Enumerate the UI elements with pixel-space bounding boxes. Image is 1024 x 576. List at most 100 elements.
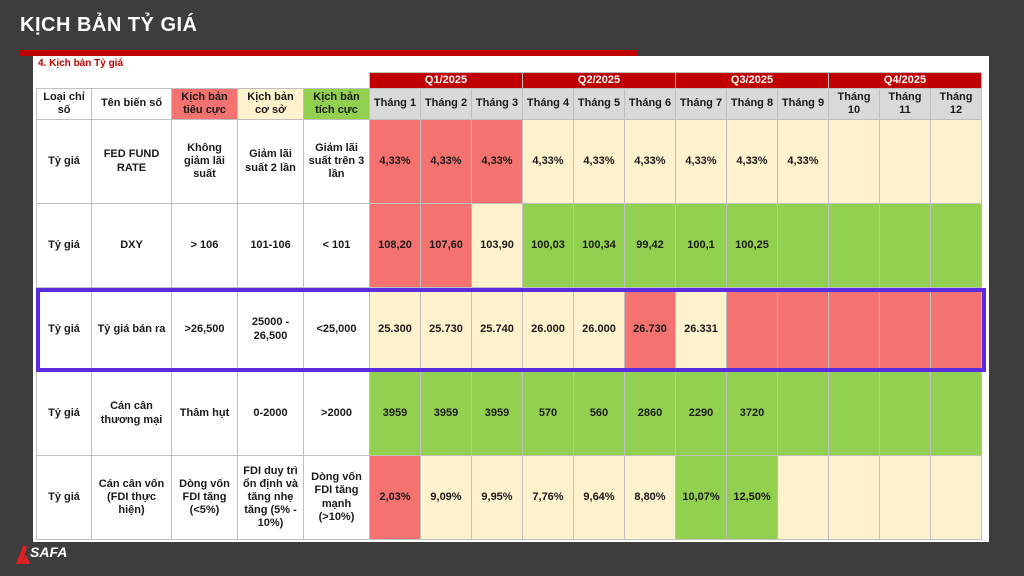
month-value-cell: 2290 [675,371,727,456]
month-value-cell: 100,34 [573,203,625,288]
header-month: Tháng 11 [879,88,931,120]
row-type-cell: Tỷ giá [36,455,92,540]
month-value-cell: 4,33% [675,119,727,204]
safa-logo [16,546,30,564]
month-value-cell: 25.740 [471,287,523,372]
month-value-cell: 4,33% [420,119,472,204]
blank-corner [36,72,370,89]
month-value-cell [828,371,880,456]
row-base-cell: 101-106 [237,203,304,288]
month-value-cell: 108,20 [369,203,421,288]
month-value-cell: 12,50% [726,455,778,540]
row-variable-cell: Tỷ giá bán ra [91,287,172,372]
row-base-cell: 0-2000 [237,371,304,456]
header-month: Tháng 2 [420,88,472,120]
month-value-cell: 2860 [624,371,676,456]
month-value-cell [879,455,931,540]
quarter-header: Q4/2025 [828,72,982,89]
month-value-cell: 25.300 [369,287,421,372]
month-value-cell [777,203,829,288]
month-value-cell [828,203,880,288]
title-underline [20,50,638,56]
row-type-cell: Tỷ giá [36,119,92,204]
row-type-cell: Tỷ giá [36,371,92,456]
month-value-cell: 26.730 [624,287,676,372]
month-value-cell: 3959 [369,371,421,456]
header-month: Tháng 6 [624,88,676,120]
row-positive-cell: < 101 [303,203,370,288]
month-value-cell: 25.730 [420,287,472,372]
month-value-cell: 7,76% [522,455,574,540]
month-value-cell: 570 [522,371,574,456]
header-negative-scenario: Kịch bản tiêu cực [171,88,238,120]
row-variable-cell: Cán cân thương mại [91,371,172,456]
header-month: Tháng 9 [777,88,829,120]
header-month: Tháng 4 [522,88,574,120]
month-value-cell [930,455,982,540]
row-negative-cell: Dòng vốn FDI tăng (<5%) [171,455,238,540]
quarter-header: Q3/2025 [675,72,829,89]
month-value-cell: 4,33% [573,119,625,204]
month-value-cell: 3959 [471,371,523,456]
table-row: Tỷ giá FED FUND RATE Không giảm lãi suất Gi… [36,119,982,204]
month-value-cell [930,119,982,204]
row-type-cell: Tỷ giá [36,287,92,372]
row-positive-cell: >2000 [303,371,370,456]
row-variable-cell: DXY [91,203,172,288]
row-positive-cell: Dòng vốn FDI tăng mạnh (>10%) [303,455,370,540]
slide-title: KỊCH BẢN TỶ GIÁ [20,14,198,36]
month-value-cell: 26.331 [675,287,727,372]
month-value-cell: 9,64% [573,455,625,540]
header-month: Tháng 12 [930,88,982,120]
table-row: Tỷ giá Tỷ giá bán ra >26,500 25000 - 26,500… [36,287,982,372]
month-value-cell: 3959 [420,371,472,456]
month-value-cell: 9,95% [471,455,523,540]
month-value-cell [828,119,880,204]
scenario-table: Q1/2025 Q2/2025 Q3/2025 Q4/2025 Loại chỉ… [36,72,982,540]
month-value-cell [930,287,982,372]
month-value-cell: 8,80% [624,455,676,540]
month-value-cell [879,371,931,456]
section-label: 4. Kịch bản Tỷ giá [38,58,124,69]
month-value-cell [777,287,829,372]
row-base-cell: 25000 - 26,500 [237,287,304,372]
month-value-cell: 4,33% [522,119,574,204]
row-variable-cell: Cán cân vốn (FDI thực hiện) [91,455,172,540]
quarter-header: Q2/2025 [522,72,676,89]
header-month: Tháng 1 [369,88,421,120]
header-month: Tháng 5 [573,88,625,120]
month-value-cell [777,371,829,456]
row-variable-cell: FED FUND RATE [91,119,172,204]
quarter-header: Q1/2025 [369,72,523,89]
month-value-cell: 107,60 [420,203,472,288]
month-value-cell [879,119,931,204]
quarter-header-row: Q1/2025 Q2/2025 Q3/2025 Q4/2025 [36,72,982,89]
month-value-cell [879,287,931,372]
row-negative-cell: > 106 [171,203,238,288]
row-type-cell: Tỷ giá [36,203,92,288]
month-value-cell: 4,33% [624,119,676,204]
logo-text: SAFA [30,544,68,560]
month-value-cell: 560 [573,371,625,456]
month-value-cell [828,455,880,540]
month-value-cell: 99,42 [624,203,676,288]
month-value-cell [777,455,829,540]
month-value-cell: 26.000 [522,287,574,372]
month-value-cell: 4,33% [726,119,778,204]
row-base-cell: Giảm lãi suất 2 lần [237,119,304,204]
month-value-cell: 10,07% [675,455,727,540]
month-value-cell [726,287,778,372]
header-month: Tháng 8 [726,88,778,120]
month-value-cell: 4,33% [777,119,829,204]
header-month: Tháng 7 [675,88,727,120]
month-value-cell: 9,09% [420,455,472,540]
month-value-cell: 100,03 [522,203,574,288]
month-value-cell: 4,33% [369,119,421,204]
table-row: Tỷ giá Cán cân vốn (FDI thực hiện) Dòng vố… [36,455,982,540]
table-row: Tỷ giá DXY > 106 101-106 < 101 108,20 107,60 10… [36,203,982,288]
month-value-cell [828,287,880,372]
header-positive-scenario: Kịch bản tích cực [303,88,370,120]
row-base-cell: FDI duy trì ổn định và tăng nhẹ tăng (5%… [237,455,304,540]
table-body: Tỷ giá FED FUND RATE Không giảm lãi suất Gi… [36,119,982,540]
month-value-cell: 100,25 [726,203,778,288]
